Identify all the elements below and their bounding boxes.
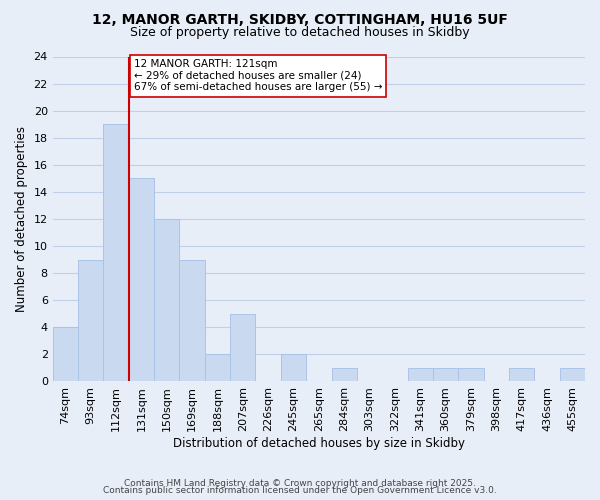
Bar <box>458 368 484 382</box>
Bar <box>205 354 230 382</box>
Y-axis label: Number of detached properties: Number of detached properties <box>15 126 28 312</box>
Bar <box>509 368 535 382</box>
Text: 12 MANOR GARTH: 121sqm
← 29% of detached houses are smaller (24)
67% of semi-det: 12 MANOR GARTH: 121sqm ← 29% of detached… <box>134 59 382 92</box>
Bar <box>407 368 433 382</box>
Bar <box>560 368 585 382</box>
Bar <box>179 260 205 382</box>
Bar <box>433 368 458 382</box>
Text: Size of property relative to detached houses in Skidby: Size of property relative to detached ho… <box>130 26 470 39</box>
Text: Contains HM Land Registry data © Crown copyright and database right 2025.: Contains HM Land Registry data © Crown c… <box>124 478 476 488</box>
Bar <box>332 368 357 382</box>
Bar <box>154 219 179 382</box>
Bar <box>103 124 129 382</box>
Bar <box>78 260 103 382</box>
Bar <box>129 178 154 382</box>
Bar <box>230 314 256 382</box>
Bar <box>281 354 306 382</box>
Text: Contains public sector information licensed under the Open Government Licence v3: Contains public sector information licen… <box>103 486 497 495</box>
X-axis label: Distribution of detached houses by size in Skidby: Distribution of detached houses by size … <box>173 437 465 450</box>
Bar <box>53 328 78 382</box>
Text: 12, MANOR GARTH, SKIDBY, COTTINGHAM, HU16 5UF: 12, MANOR GARTH, SKIDBY, COTTINGHAM, HU1… <box>92 12 508 26</box>
